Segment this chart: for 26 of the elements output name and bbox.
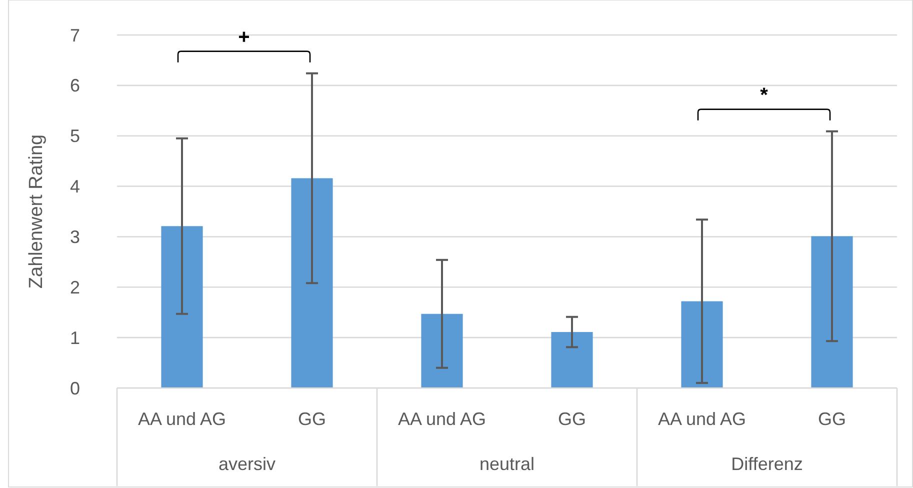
x-tick-label: AA und AG (138, 409, 226, 429)
y-axis-title: Zahlenwert Rating (26, 134, 47, 289)
text: aversiv (218, 454, 276, 474)
x-tick-label: GG (558, 409, 586, 429)
y-tick-label: 1 (70, 328, 80, 348)
bar (291, 178, 333, 388)
bar (161, 226, 203, 388)
y-tick-label: 6 (70, 76, 80, 96)
bar (551, 332, 593, 388)
y-tick-label: 5 (70, 126, 80, 146)
y-tick-label: 4 (70, 176, 80, 197)
annotation: + (238, 26, 250, 48)
text: Differenz (731, 454, 803, 474)
x-tick-label: AA und AG (398, 409, 486, 429)
y-tick-label: 0 (70, 378, 80, 398)
x-tick-label: AA und AG (658, 409, 746, 429)
y-tick-label: 2 (70, 277, 80, 298)
text: neutral (479, 454, 535, 474)
bar (681, 301, 723, 388)
bar (811, 236, 853, 388)
x-tick-label: GG (818, 409, 846, 429)
y-tick-label: 3 (70, 227, 80, 248)
annotation: * (760, 84, 768, 106)
bar (421, 314, 463, 388)
y-tick-label: 7 (70, 25, 80, 46)
x-tick-label: GG (298, 409, 326, 429)
